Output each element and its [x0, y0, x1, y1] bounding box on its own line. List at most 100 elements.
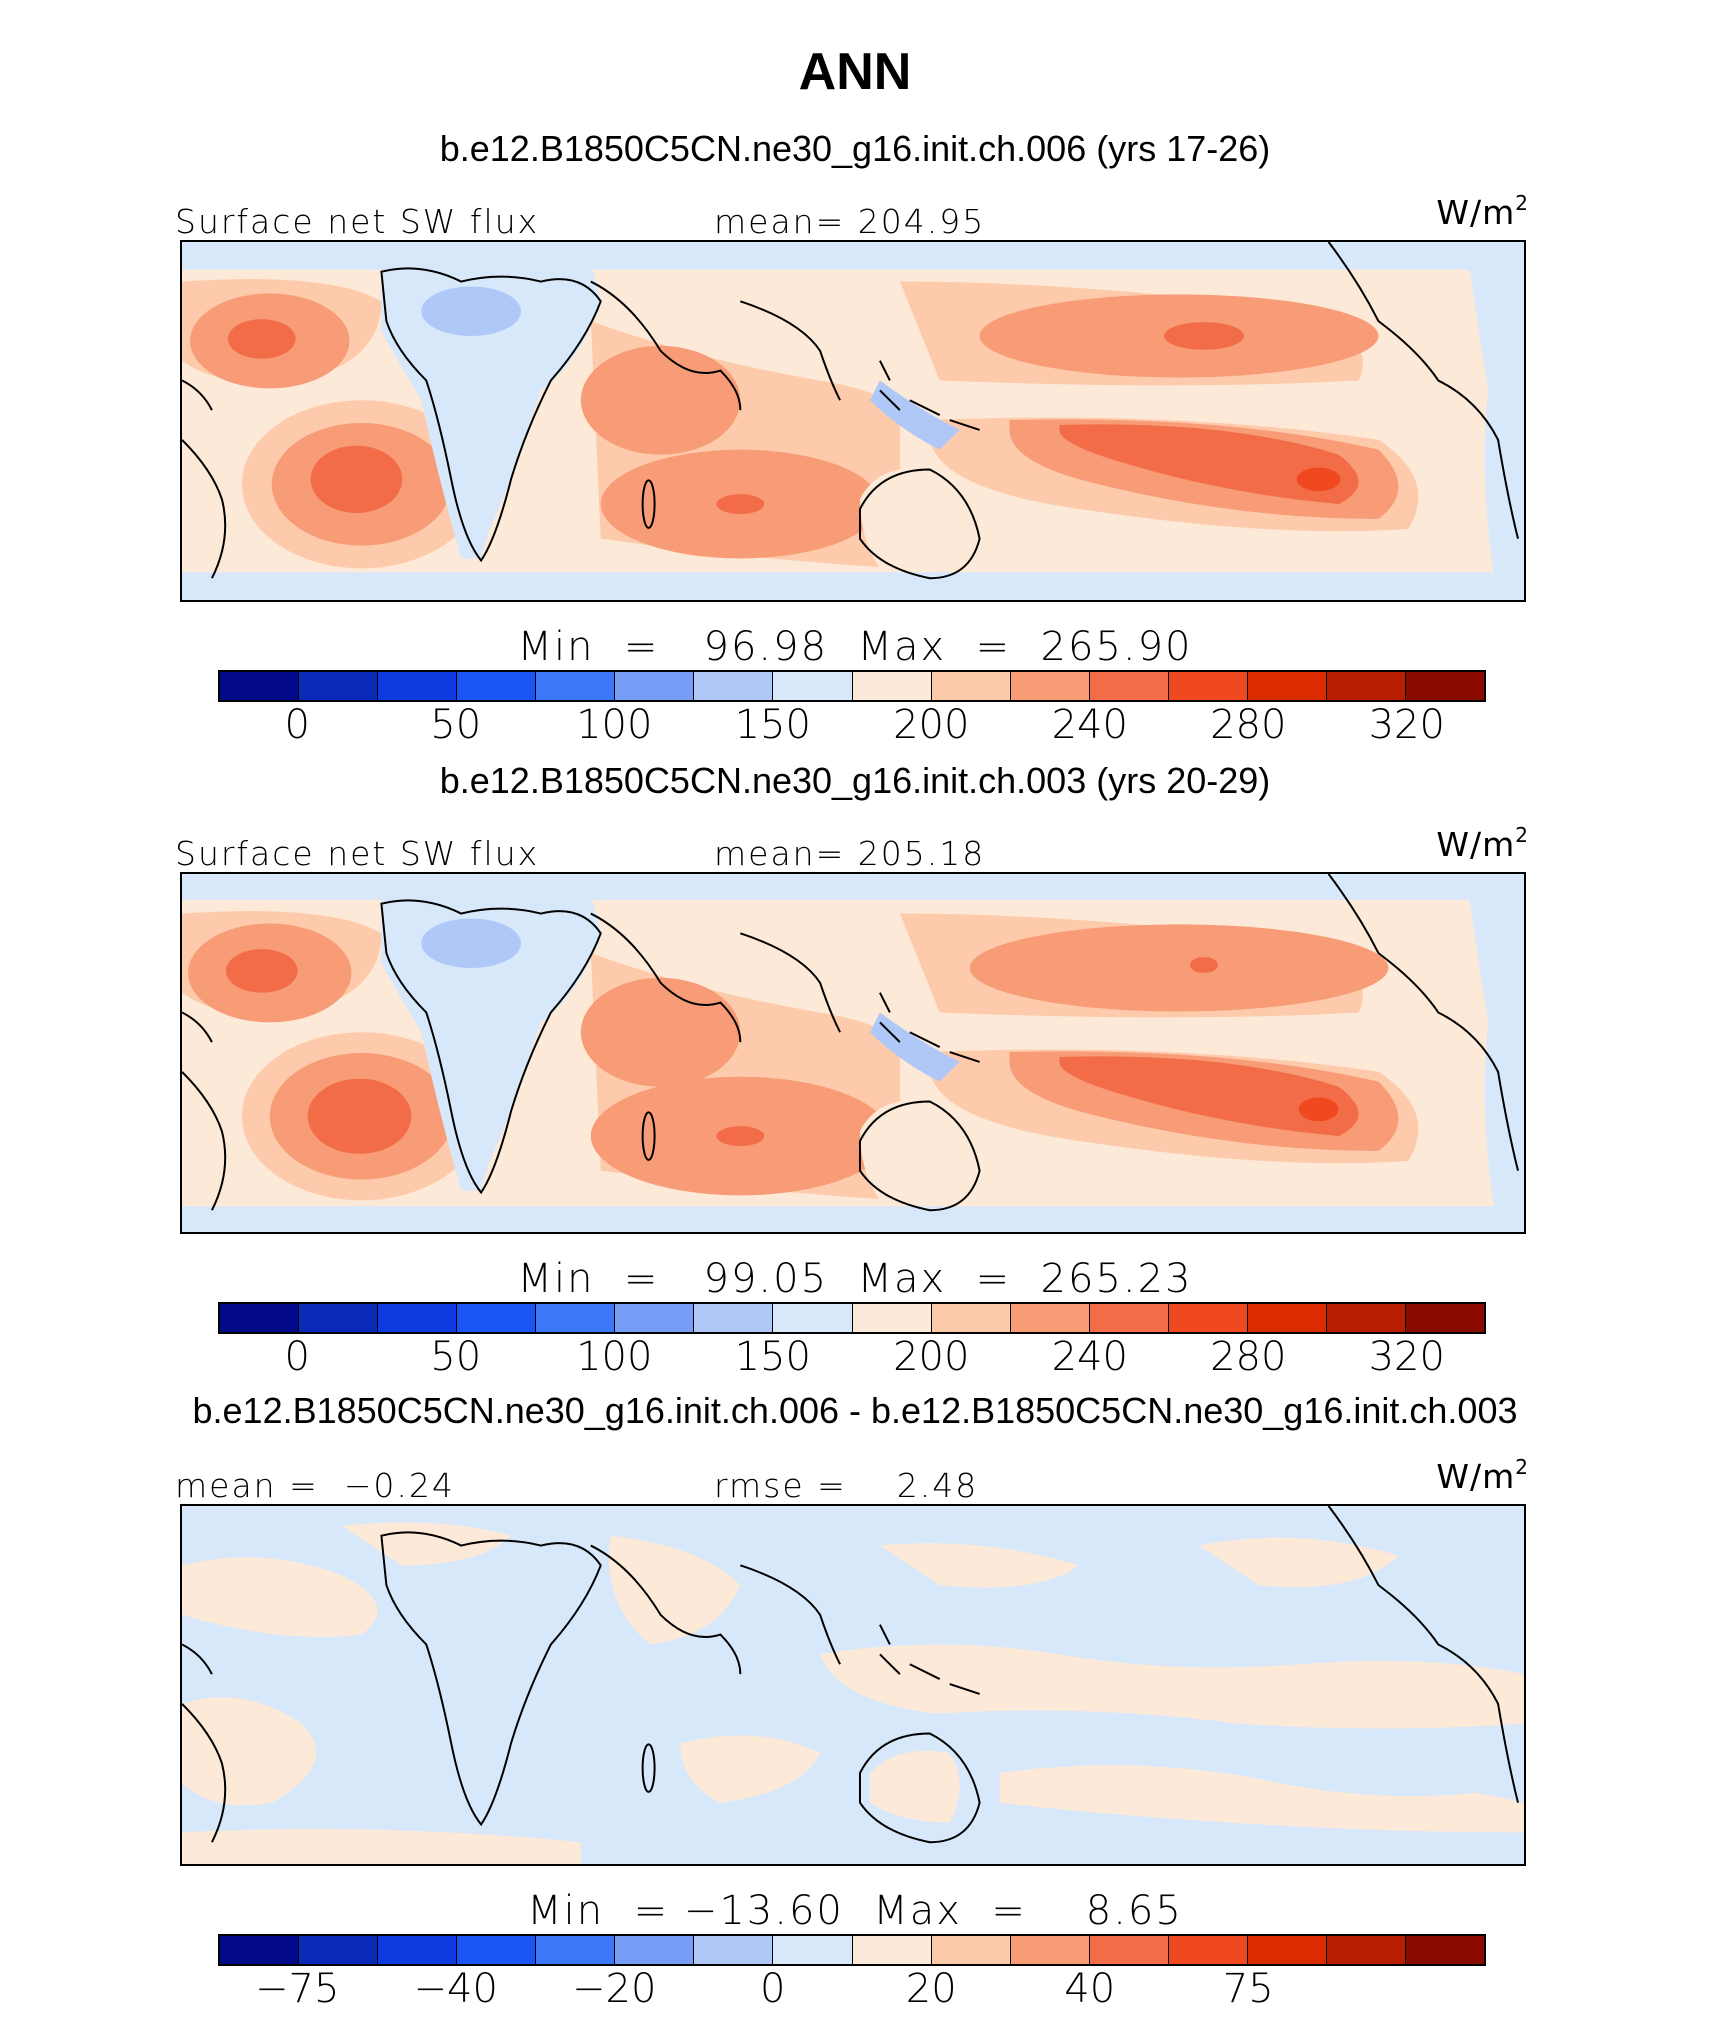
figure-title: ANN — [0, 42, 1710, 102]
panel1-map — [180, 240, 1526, 602]
colorbar-box — [457, 1936, 536, 1964]
colorbar-box — [1011, 1936, 1090, 1964]
colorbar-box — [1011, 1304, 1090, 1332]
colorbar-box — [773, 672, 852, 700]
colorbar-tick-label: −40 — [414, 1966, 498, 2012]
itcz-band — [880, 1022, 1524, 1036]
units-text: W/m — [1436, 193, 1515, 232]
colorbar-box — [694, 1936, 773, 1964]
units-exponent: 2 — [1515, 823, 1529, 847]
colorbar-tick-label: 240 — [1052, 702, 1128, 748]
colorbar-tick-label: 150 — [735, 702, 811, 748]
colorbar-box — [1169, 672, 1248, 700]
colorbar-box — [1248, 1936, 1327, 1964]
panel3-case-title: b.e12.B1850C5CN.ne30_g16.init.ch.006 - b… — [0, 1390, 1710, 1432]
colorbar-tick-label: 100 — [576, 1334, 652, 1380]
colorbar-tick-label: 280 — [1210, 1334, 1286, 1380]
colorbar-box — [1406, 1304, 1484, 1332]
panel1-minmax: Min = 96.98 Max = 265.90 — [0, 624, 1710, 670]
panel2-colorbar-ticks: 0 50 100 150 200 240 280 320 — [218, 1334, 1486, 1382]
colorbar-box — [853, 1304, 932, 1332]
panel3-rmse-label: rmse = 2.48 — [714, 1466, 978, 1505]
panel3-map — [180, 1504, 1526, 1866]
atlantic-north-peak — [228, 319, 296, 359]
colorbar-box — [1090, 1304, 1169, 1332]
colorbar-box — [773, 1936, 852, 1964]
atlantic-south-peak — [308, 1079, 412, 1154]
colorbar-tick-label: −75 — [255, 1966, 339, 2012]
colorbar-tick-label: 40 — [1064, 1966, 1115, 2012]
colorbar-tick-label: 320 — [1369, 702, 1445, 748]
colorbar-box — [457, 1304, 536, 1332]
panel1-mean-label: mean= 204.95 — [714, 202, 985, 241]
colorbar-box — [220, 672, 299, 700]
colorbar-box — [694, 672, 773, 700]
colorbar-box — [932, 1936, 1011, 1964]
colorbar-tick-label: 200 — [893, 702, 969, 748]
colorbar-box — [1327, 1936, 1406, 1964]
colorbar-tick-label: 20 — [906, 1966, 957, 2012]
colorbar-tick-label: −20 — [572, 1966, 656, 2012]
panel3-units: W/m2 — [1436, 1457, 1529, 1496]
colorbar-box — [1169, 1304, 1248, 1332]
colorbar-box — [536, 672, 615, 700]
panel2-variable-label: Surface net SW flux — [175, 834, 539, 873]
colorbar-box — [1327, 672, 1406, 700]
colorbar-box — [299, 1304, 378, 1332]
units-text: W/m — [1436, 825, 1515, 864]
colorbar-tick-label: 100 — [576, 702, 652, 748]
colorbar-box — [1248, 672, 1327, 700]
panel1-colorbar — [218, 670, 1486, 702]
units-exponent: 2 — [1515, 1455, 1529, 1479]
colorbar-box — [378, 1304, 457, 1332]
panel2-case-title: b.e12.B1850C5CN.ne30_g16.init.ch.003 (yr… — [0, 760, 1710, 802]
itcz-band — [880, 390, 1524, 404]
colorbar-box — [536, 1304, 615, 1332]
colorbar-box — [1011, 672, 1090, 700]
colorbar-box — [536, 1936, 615, 1964]
colorbar-tick-label: 50 — [430, 1334, 481, 1380]
pacific-south-peak — [1297, 467, 1341, 491]
colorbar-box — [932, 1304, 1011, 1332]
colorbar-box — [1248, 1304, 1327, 1332]
panel2-map — [180, 872, 1526, 1234]
colorbar-box — [220, 1936, 299, 1964]
panel2-minmax: Min = 99.05 Max = 265.23 — [0, 1256, 1710, 1302]
colorbar-box — [378, 1936, 457, 1964]
atlantic-south-peak — [311, 446, 403, 513]
pacific-north-peak — [1190, 957, 1218, 973]
panel3-colorbar — [218, 1934, 1486, 1966]
colorbar-tick-label: 75 — [1223, 1966, 1274, 2012]
colorbar-box — [1327, 1304, 1406, 1332]
panel2-units: W/m2 — [1436, 825, 1529, 864]
panel2-mean-label: mean= 205.18 — [714, 834, 985, 873]
colorbar-box — [299, 672, 378, 700]
panel1-map-svg — [182, 242, 1524, 600]
colorbar-box — [299, 1936, 378, 1964]
south-cool-band — [182, 572, 1524, 600]
panel1-colorbar-ticks: 0 50 100 150 200 240 280 320 — [218, 702, 1486, 750]
colorbar-box — [615, 1304, 694, 1332]
colorbar-box — [1090, 1936, 1169, 1964]
colorbar-box — [220, 1304, 299, 1332]
arabian-sea-high — [581, 346, 741, 455]
colorbar-box — [1090, 672, 1169, 700]
panel1-units: W/m2 — [1436, 193, 1529, 232]
pacific-north-high — [970, 924, 1389, 1011]
panel2-colorbar — [218, 1302, 1486, 1334]
pacific-south-peak — [1299, 1098, 1339, 1122]
colorbar-box — [932, 672, 1011, 700]
colorbar-box — [1169, 1936, 1248, 1964]
colorbar-box — [694, 1304, 773, 1332]
units-text: W/m — [1436, 1457, 1515, 1496]
colorbar-box — [1406, 672, 1484, 700]
colorbar-box — [615, 1936, 694, 1964]
colorbar-tick-label: 150 — [735, 1334, 811, 1380]
panel3-minmax: Min = −13.60 Max = 8.65 — [0, 1888, 1710, 1934]
colorbar-tick-label: 200 — [893, 1334, 969, 1380]
colorbar-tick-label: 280 — [1210, 702, 1286, 748]
panel3-mean-label: mean = −0.24 — [175, 1466, 455, 1505]
panel3-map-svg — [182, 1506, 1524, 1864]
panel1-case-title: b.e12.B1850C5CN.ne30_g16.init.ch.006 (yr… — [0, 128, 1710, 170]
colorbar-box — [457, 672, 536, 700]
